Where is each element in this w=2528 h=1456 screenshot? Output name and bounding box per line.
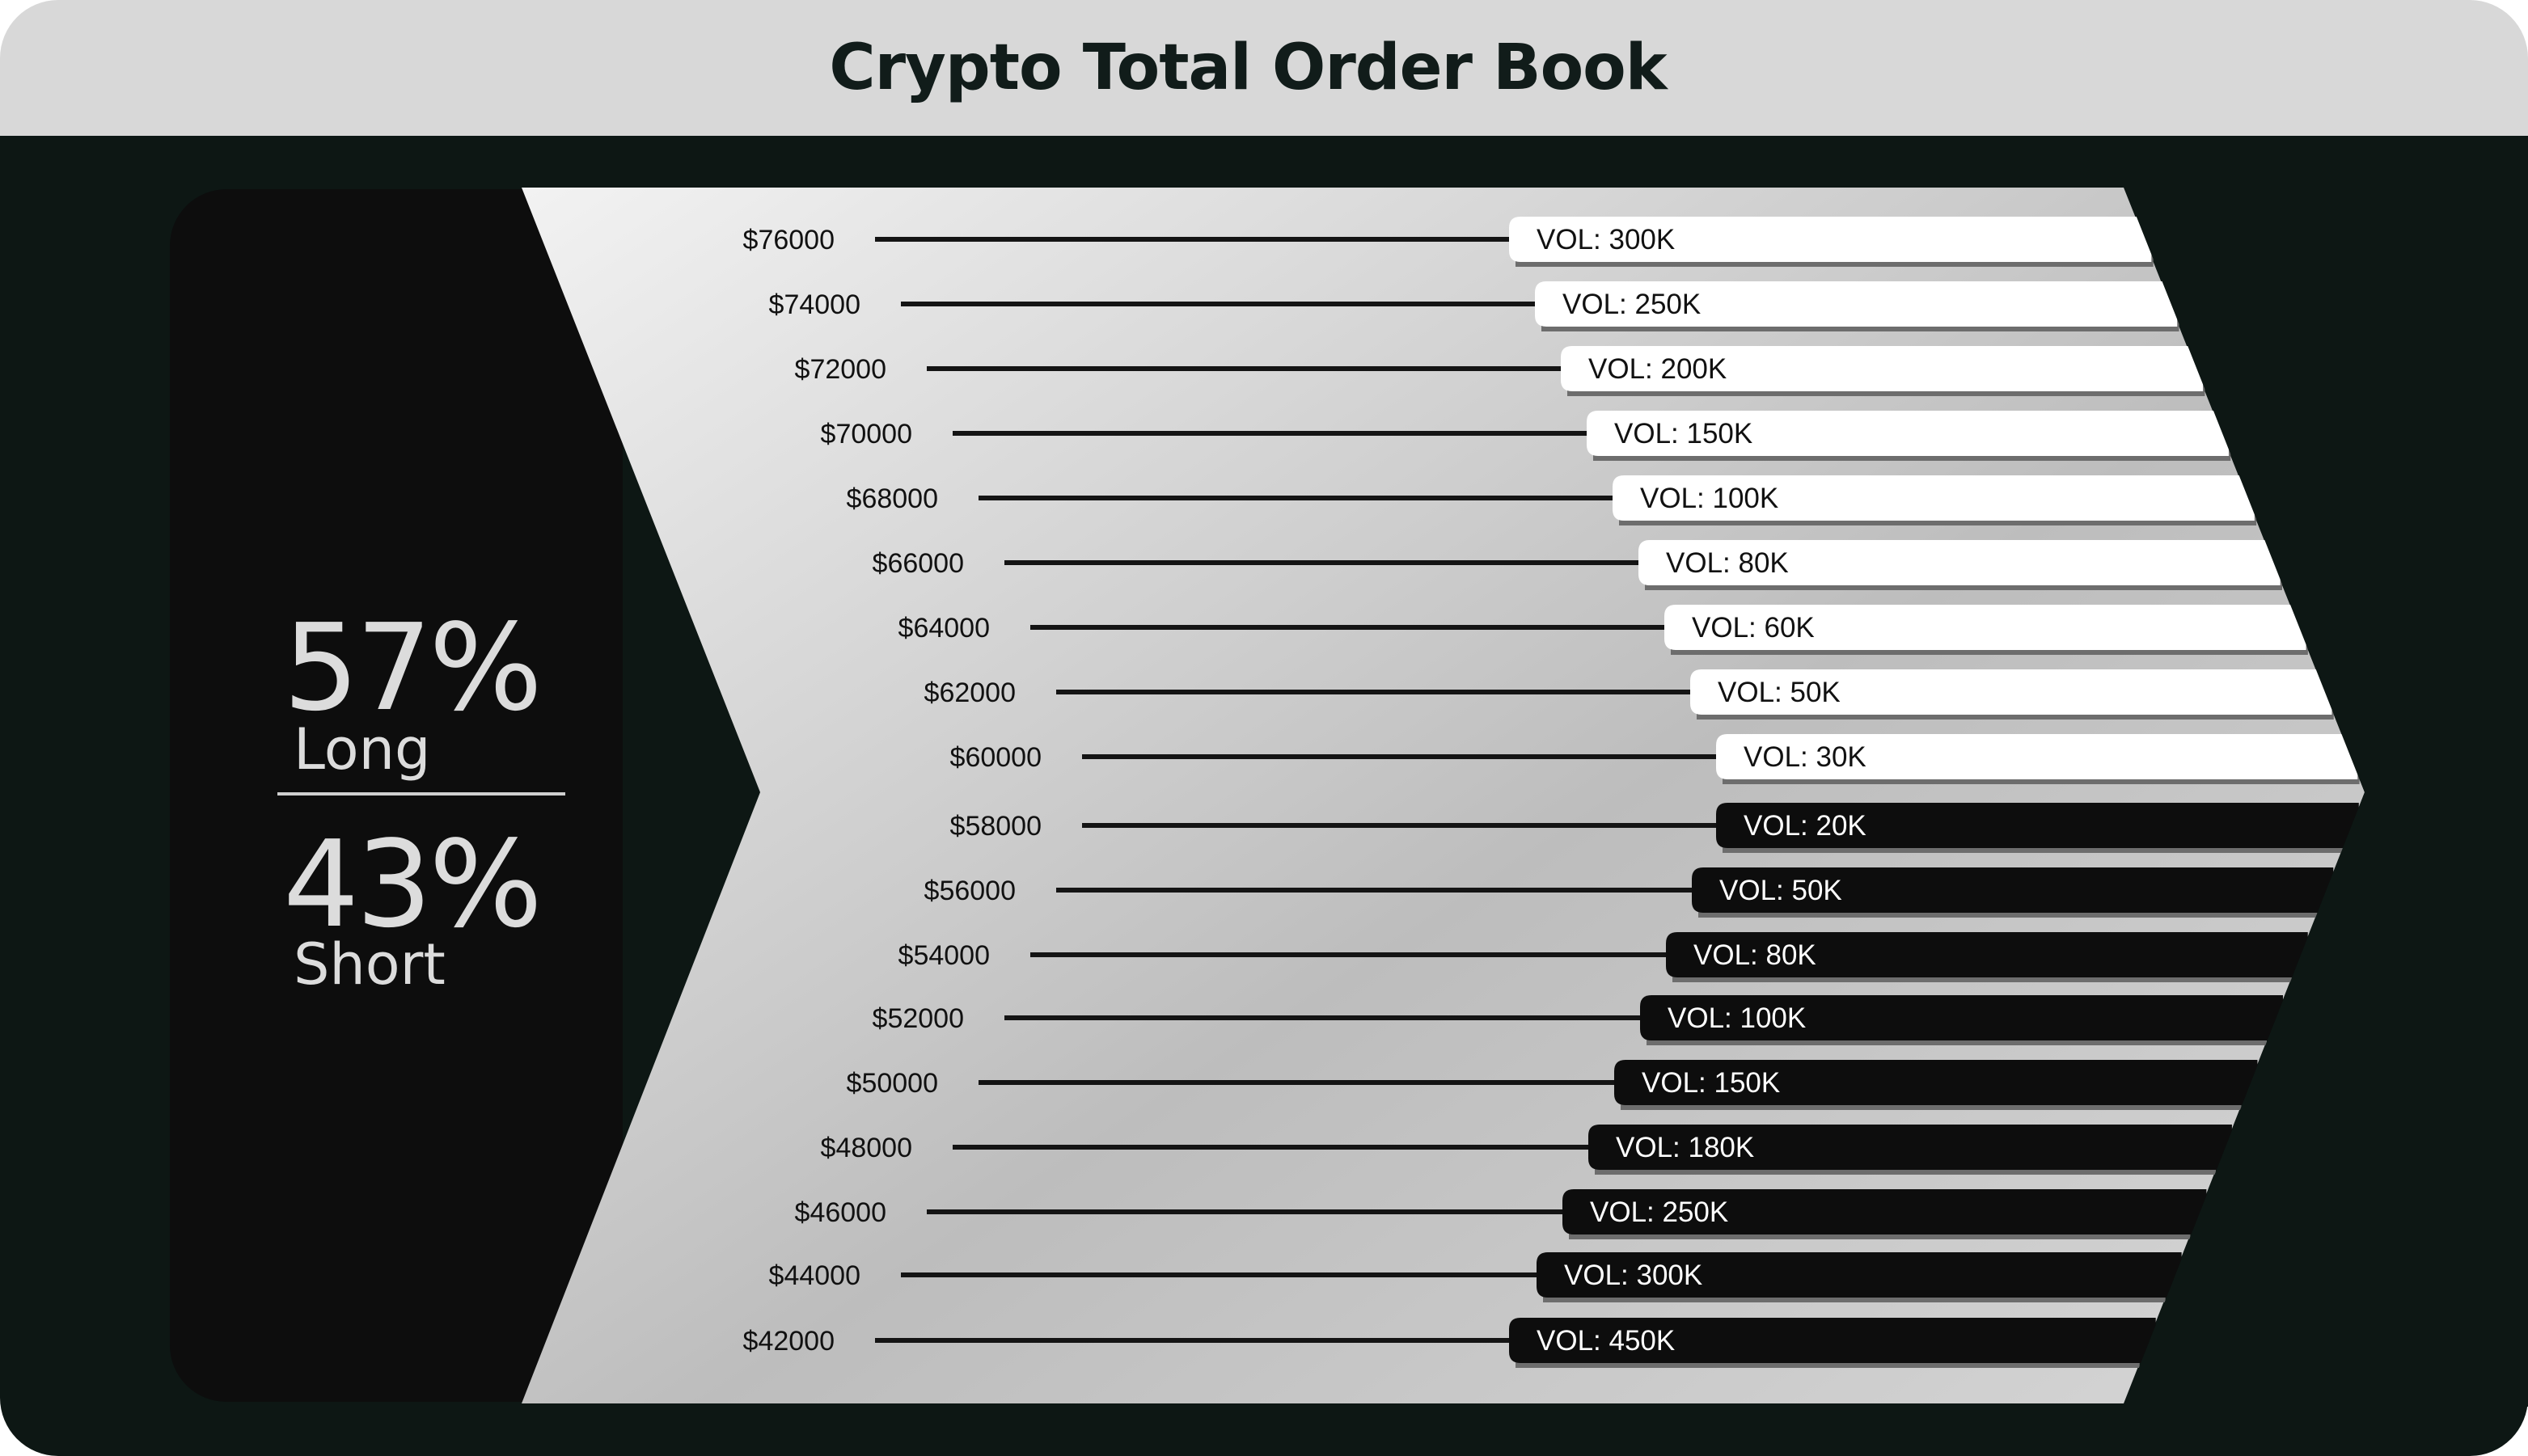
volume-label: VOL: 100K — [1668, 1002, 1806, 1034]
volume-label: VOL: 60K — [1692, 612, 1815, 644]
volume-label: VOL: 150K — [1642, 1067, 1780, 1099]
volume-label: VOL: 250K — [1590, 1196, 1728, 1228]
price-label: $74000 — [769, 289, 860, 320]
long-level-row: $70000 VOL: 150K — [821, 411, 2231, 461]
short-volume-bar — [1509, 1318, 2156, 1363]
long-volume-bar — [1690, 669, 2332, 715]
short-label: Short — [294, 931, 446, 998]
volume-label: VOL: 300K — [1564, 1260, 1702, 1291]
price-label: $68000 — [847, 483, 938, 514]
price-label: $54000 — [898, 940, 990, 971]
long-volume-bar — [1561, 346, 2204, 391]
volume-label: VOL: 150K — [1614, 418, 1752, 449]
short-level-row: $50000 VOL: 150K — [847, 1060, 2258, 1110]
volume-label: VOL: 80K — [1693, 939, 1816, 971]
short-volume-bar — [1666, 932, 2308, 977]
page-title: Crypto Total Order Book — [829, 32, 1667, 104]
short-level-row: $58000 VOL: 20K — [950, 803, 2359, 853]
volume-label: VOL: 100K — [1640, 483, 1778, 514]
long-volume-bar — [1664, 605, 2306, 650]
short-level-row: $46000 VOL: 250K — [795, 1189, 2207, 1239]
long-level-row: $76000 VOL: 300K — [743, 217, 2154, 267]
long-level-row: $66000 VOL: 80K — [873, 540, 2283, 590]
long-level-row: $64000 VOL: 60K — [898, 605, 2308, 655]
price-label: $66000 — [873, 548, 964, 579]
short-volume-bar — [1716, 803, 2359, 848]
price-label: $62000 — [924, 677, 1016, 708]
price-label: $50000 — [847, 1068, 938, 1099]
long-level-row: $62000 VOL: 50K — [924, 669, 2334, 720]
arrow-tip-mask — [2124, 184, 2528, 1407]
header-bar — [0, 0, 2528, 136]
short-volume-bar — [1640, 995, 2283, 1040]
long-volume-bar — [1638, 540, 2281, 585]
long-level-row: $68000 VOL: 100K — [847, 475, 2257, 525]
long-level-row: $72000 VOL: 200K — [795, 346, 2205, 396]
price-label: $42000 — [743, 1326, 835, 1357]
price-label: $46000 — [795, 1197, 886, 1228]
price-label: $76000 — [743, 225, 835, 255]
price-label: $52000 — [873, 1003, 964, 1034]
long-label: Long — [294, 716, 431, 783]
short-volume-bar — [1562, 1189, 2207, 1234]
short-volume-bar — [1537, 1252, 2182, 1298]
volume-label: VOL: 200K — [1588, 353, 1727, 385]
volume-label: VOL: 20K — [1744, 810, 1866, 842]
short-volume-bar — [1588, 1125, 2232, 1170]
short-level-row: $56000 VOL: 50K — [924, 867, 2334, 918]
short-volume-bar — [1692, 867, 2334, 913]
volume-label: VOL: 30K — [1744, 741, 1866, 773]
long-volume-bar — [1509, 217, 2152, 262]
short-level-row: $42000 VOL: 450K — [743, 1318, 2156, 1368]
long-volume-bar — [1535, 281, 2178, 327]
volume-label: VOL: 50K — [1719, 875, 1842, 906]
price-label: $64000 — [898, 613, 990, 644]
price-label: $70000 — [821, 419, 912, 449]
price-label: $72000 — [795, 354, 886, 385]
volume-label: VOL: 250K — [1562, 289, 1701, 320]
price-label: $56000 — [924, 876, 1016, 906]
volume-label: VOL: 450K — [1537, 1325, 1675, 1357]
long-level-row: $74000 VOL: 250K — [769, 281, 2179, 331]
short-level-row: $52000 VOL: 100K — [873, 995, 2283, 1045]
price-label: $58000 — [950, 811, 1042, 842]
short-percent: 43% — [283, 815, 543, 954]
sentiment-panel — [170, 189, 623, 1402]
short-level-row: $48000 VOL: 180K — [821, 1125, 2232, 1175]
short-volume-bar — [1614, 1060, 2258, 1105]
volume-label: VOL: 80K — [1666, 547, 1789, 579]
volume-label: VOL: 50K — [1718, 677, 1841, 708]
long-volume-bar — [1613, 475, 2255, 521]
long-percent: 57% — [283, 598, 543, 737]
sentiment-divider — [277, 792, 565, 796]
price-label: $60000 — [950, 742, 1042, 773]
long-volume-bar — [1587, 411, 2229, 456]
long-volume-bar — [1716, 734, 2358, 779]
volume-label: VOL: 180K — [1616, 1132, 1754, 1163]
volume-label: VOL: 300K — [1537, 224, 1675, 255]
long-level-row: $60000 VOL: 30K — [950, 734, 2360, 784]
price-label: $44000 — [769, 1260, 860, 1291]
price-label: $48000 — [821, 1133, 912, 1163]
short-level-row: $44000 VOL: 300K — [769, 1252, 2182, 1302]
short-level-row: $54000 VOL: 80K — [898, 932, 2308, 982]
